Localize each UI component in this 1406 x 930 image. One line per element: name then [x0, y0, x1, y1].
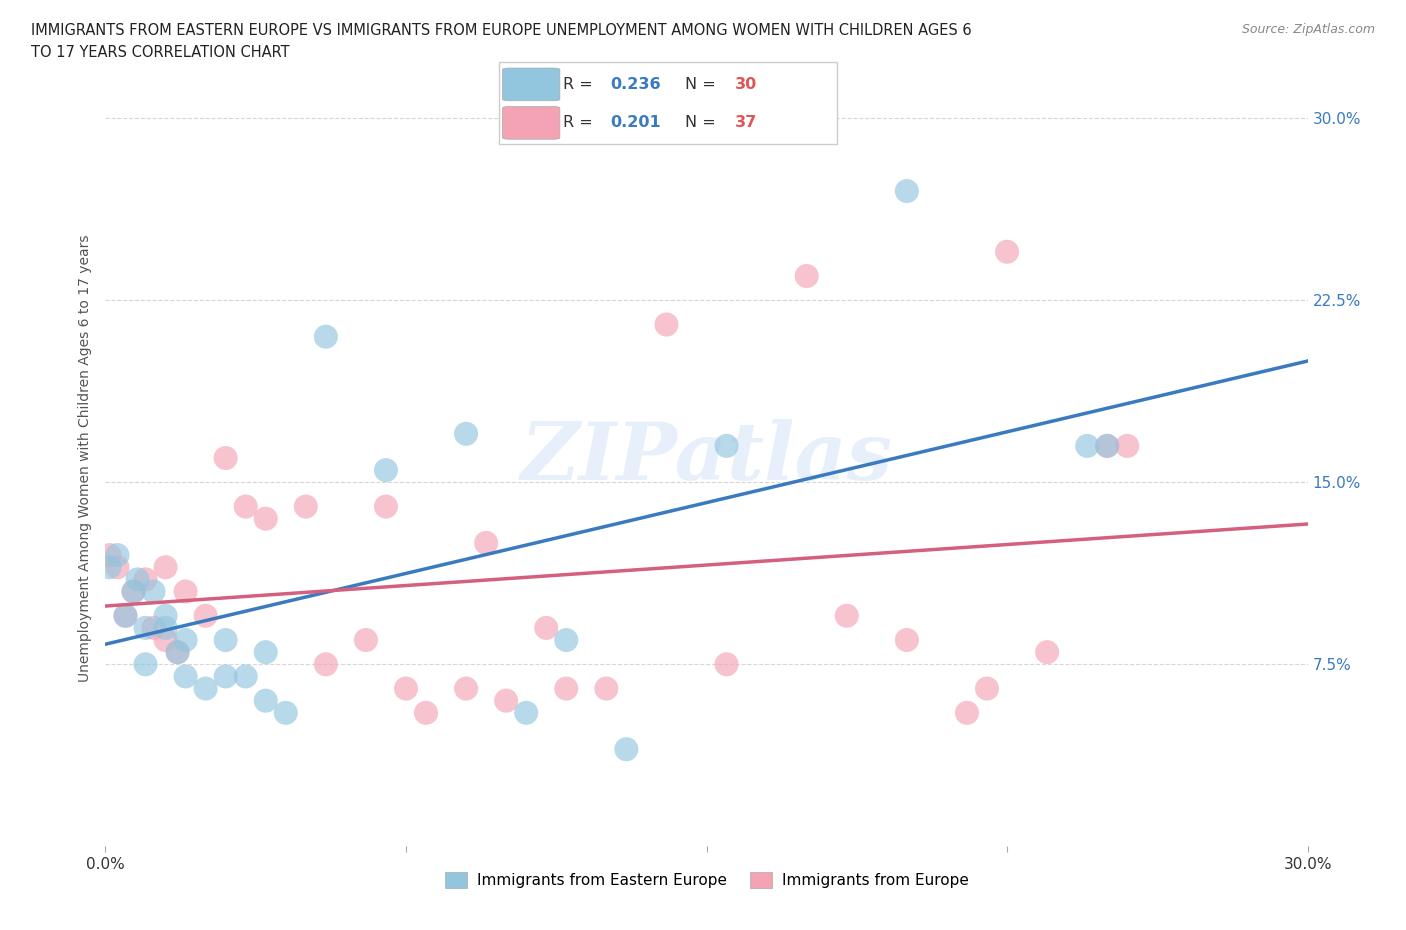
Text: R =: R =	[564, 77, 598, 92]
Point	[515, 705, 537, 720]
Point	[655, 317, 678, 332]
Point	[315, 329, 337, 344]
Y-axis label: Unemployment Among Women with Children Ages 6 to 17 years: Unemployment Among Women with Children A…	[79, 234, 93, 682]
Point	[534, 620, 557, 635]
Point	[107, 548, 129, 563]
Point	[155, 620, 177, 635]
Point	[214, 632, 236, 647]
Point	[976, 681, 998, 696]
Point	[354, 632, 377, 647]
Point	[166, 644, 188, 659]
Point	[796, 269, 818, 284]
Point	[122, 584, 145, 599]
Point	[155, 632, 177, 647]
Point	[454, 426, 477, 441]
FancyBboxPatch shape	[499, 62, 837, 144]
Point	[155, 608, 177, 623]
Point	[166, 644, 188, 659]
Text: IMMIGRANTS FROM EASTERN EUROPE VS IMMIGRANTS FROM EUROPE UNEMPLOYMENT AMONG WOME: IMMIGRANTS FROM EASTERN EUROPE VS IMMIGR…	[31, 23, 972, 38]
Point	[155, 560, 177, 575]
Point	[374, 499, 398, 514]
Point	[274, 705, 297, 720]
Point	[142, 620, 165, 635]
Point	[1097, 438, 1119, 453]
Point	[995, 245, 1018, 259]
Point	[1097, 438, 1119, 453]
Text: N =: N =	[685, 115, 721, 130]
Point	[174, 669, 197, 684]
FancyBboxPatch shape	[502, 107, 560, 140]
Point	[716, 438, 738, 453]
Point	[475, 536, 498, 551]
Point	[194, 608, 217, 623]
Text: 0.236: 0.236	[610, 77, 661, 92]
Point	[174, 584, 197, 599]
Text: 0.201: 0.201	[610, 115, 661, 130]
Point	[235, 669, 257, 684]
Point	[114, 608, 136, 623]
Point	[174, 632, 197, 647]
Point	[835, 608, 858, 623]
Point	[716, 657, 738, 671]
Point	[142, 584, 165, 599]
Text: R =: R =	[564, 115, 598, 130]
Point	[315, 657, 337, 671]
Text: 30: 30	[735, 77, 758, 92]
Point	[374, 463, 398, 478]
Point	[127, 572, 149, 587]
Point	[114, 608, 136, 623]
Point	[896, 183, 918, 198]
Point	[98, 560, 121, 575]
Point	[214, 451, 236, 466]
Text: 37: 37	[735, 115, 758, 130]
Point	[896, 632, 918, 647]
Point	[415, 705, 437, 720]
Point	[1116, 438, 1139, 453]
Point	[395, 681, 418, 696]
Point	[254, 512, 277, 526]
Point	[135, 657, 157, 671]
Point	[495, 693, 517, 708]
Legend: Immigrants from Eastern Europe, Immigrants from Europe: Immigrants from Eastern Europe, Immigran…	[439, 867, 974, 895]
Point	[122, 584, 145, 599]
Text: ZIPatlas: ZIPatlas	[520, 419, 893, 497]
Text: N =: N =	[685, 77, 721, 92]
Point	[194, 681, 217, 696]
Text: TO 17 YEARS CORRELATION CHART: TO 17 YEARS CORRELATION CHART	[31, 45, 290, 60]
Point	[1076, 438, 1098, 453]
FancyBboxPatch shape	[502, 68, 560, 100]
Point	[235, 499, 257, 514]
Text: Source: ZipAtlas.com: Source: ZipAtlas.com	[1241, 23, 1375, 36]
Point	[595, 681, 617, 696]
Point	[555, 632, 578, 647]
Point	[1036, 644, 1059, 659]
Point	[254, 693, 277, 708]
Point	[107, 560, 129, 575]
Point	[214, 669, 236, 684]
Point	[956, 705, 979, 720]
Point	[254, 644, 277, 659]
Point	[454, 681, 477, 696]
Point	[555, 681, 578, 696]
Point	[98, 548, 121, 563]
Point	[135, 620, 157, 635]
Point	[616, 742, 638, 757]
Point	[295, 499, 318, 514]
Point	[135, 572, 157, 587]
